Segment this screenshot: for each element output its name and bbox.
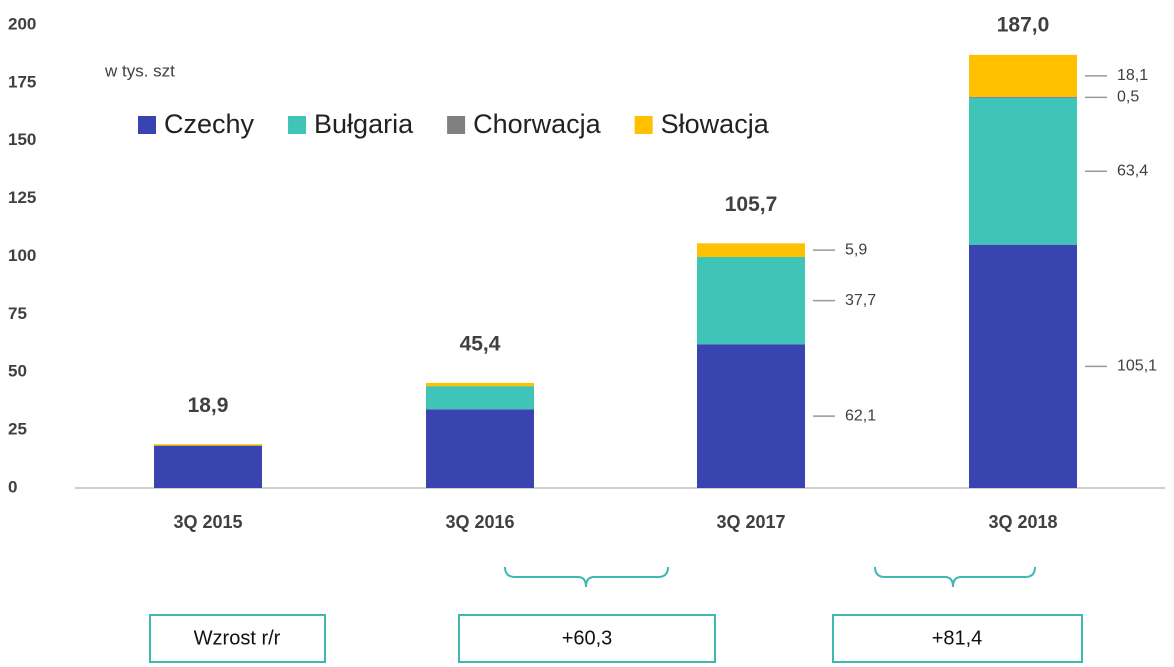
- bar-segment: [154, 444, 262, 446]
- total-label: 187,0: [997, 14, 1050, 37]
- growth-box: [149, 614, 326, 663]
- legend-label: Słowacja: [661, 109, 770, 139]
- growth-value: +60,3: [562, 627, 613, 649]
- x-tick-label: 3Q 2015: [173, 512, 242, 532]
- growth-label: Wzrost r/r: [194, 627, 281, 649]
- segment-label: 5,9: [845, 241, 867, 258]
- y-tick-label: 200: [8, 14, 36, 33]
- brace: [504, 566, 669, 588]
- x-tick-label: 3Q 2016: [445, 512, 514, 532]
- bar-segment: [969, 97, 1077, 245]
- y-tick-label: 25: [8, 420, 27, 439]
- bar-segment: [426, 382, 534, 387]
- legend-swatch: [634, 116, 653, 134]
- legend-swatch: [288, 116, 307, 134]
- y-tick-label: 150: [8, 130, 36, 149]
- bar-segment: [969, 54, 1077, 97]
- legend-label: Czechy: [164, 109, 255, 139]
- bar-segment: [697, 256, 805, 345]
- y-tick-label: 175: [8, 72, 36, 91]
- segment-label: 62,1: [845, 407, 876, 424]
- bar-segment: [969, 244, 1077, 488]
- legend-swatch: [447, 116, 466, 134]
- legend-label: Chorwacja: [473, 109, 602, 139]
- x-tick-label: 3Q 2018: [988, 512, 1057, 532]
- bar-segment: [969, 96, 1077, 98]
- growth-value: +81,4: [932, 627, 983, 649]
- segment-label: 0,5: [1117, 89, 1139, 106]
- brace: [874, 566, 1036, 588]
- y-tick-label: 125: [8, 188, 36, 207]
- y-tick-label: 50: [8, 362, 27, 381]
- bar-segment: [154, 445, 262, 488]
- segment-label: 37,7: [845, 292, 876, 309]
- growth-box: [832, 614, 1083, 663]
- bar-segment: [697, 243, 805, 257]
- segment-label: 105,1: [1117, 358, 1157, 375]
- legend-label: Bułgaria: [314, 109, 414, 139]
- total-label: 105,7: [725, 193, 778, 216]
- total-label: 18,9: [188, 394, 229, 417]
- unit-annotation: w tys. szt: [104, 61, 175, 80]
- y-tick-label: 75: [8, 304, 27, 323]
- legend-swatch: [138, 116, 156, 134]
- bar-segment: [426, 409, 534, 488]
- x-tick-label: 3Q 2017: [716, 512, 785, 532]
- y-tick-label: 0: [8, 477, 17, 496]
- y-tick-label: 100: [8, 246, 36, 265]
- segment-label: 18,1: [1117, 67, 1148, 84]
- total-label: 45,4: [460, 332, 501, 355]
- bar-segment: [697, 344, 805, 488]
- growth-box: [458, 614, 716, 663]
- bar-segment: [426, 386, 534, 410]
- segment-label: 63,4: [1117, 163, 1148, 180]
